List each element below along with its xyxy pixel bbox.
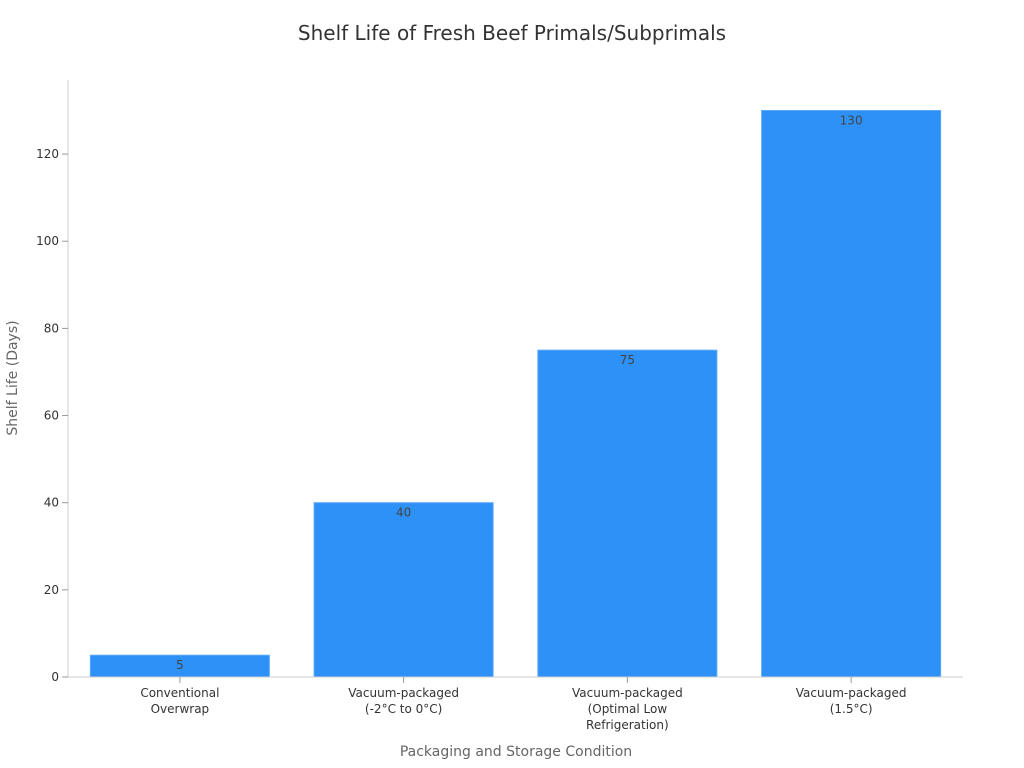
- y-axis-title: Shelf Life (Days): [5, 320, 21, 435]
- bar-data-label: 75: [620, 353, 635, 367]
- x-axis: Conventional Overwrap Vacuum-packaged (-2°C…: [68, 676, 963, 732]
- x-tick-label: Vacuum-packaged (-2°C to 0°C): [348, 686, 459, 716]
- y-tick-label: 0: [51, 670, 59, 684]
- bar: [313, 502, 494, 678]
- bar-data-label: 130: [840, 114, 863, 128]
- y-tick-label: 40: [44, 496, 59, 510]
- chart-title: Shelf Life of Fresh Beef Primals/Subprim…: [298, 21, 726, 45]
- x-tick-label: Conventional Overwrap: [140, 686, 219, 716]
- x-tick-label: Vacuum-packaged (Optimal Low Refrigeration…: [572, 686, 683, 732]
- bars-group: [89, 110, 942, 678]
- y-axis: 0 20 40 60 80 100 120: [36, 80, 69, 684]
- y-tick-label: 80: [44, 321, 59, 335]
- bar: [537, 349, 718, 678]
- bar-data-label: 40: [396, 506, 411, 520]
- y-tick-label: 100: [36, 234, 59, 248]
- bar-data-label: 5: [176, 658, 184, 672]
- y-tick-label: 60: [44, 409, 59, 423]
- bar: [761, 110, 942, 678]
- y-tick-label: 120: [36, 147, 59, 161]
- x-axis-title: Packaging and Storage Condition: [400, 744, 632, 760]
- data-labels-group: 5 40 75 130: [176, 114, 863, 673]
- y-tick-label: 20: [44, 583, 59, 597]
- x-tick-label: Vacuum-packaged (1.5°C): [796, 686, 907, 716]
